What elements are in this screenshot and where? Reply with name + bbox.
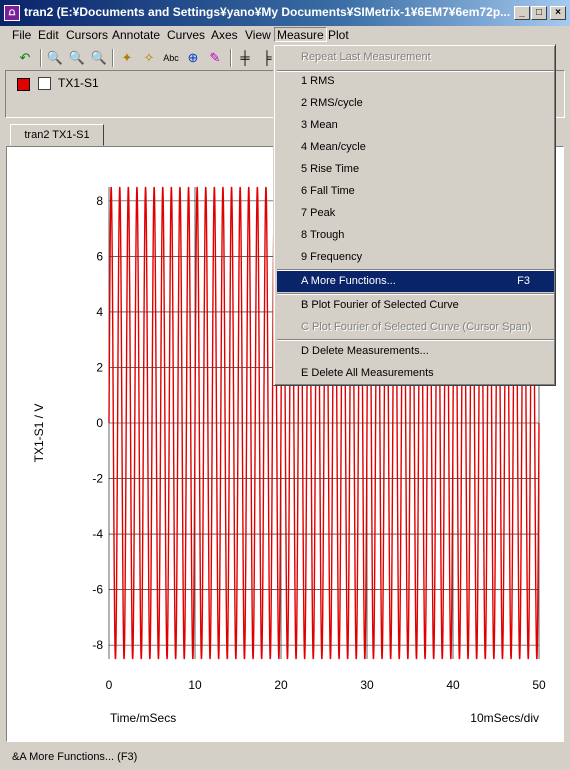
curve-legend-label: TX1-S1 (58, 76, 99, 90)
y-tick-label: 2 (96, 360, 103, 374)
menu-item-peak[interactable]: 7 Peak (301, 207, 336, 219)
menu-item-more-functions-label: A More Functions... (301, 275, 396, 287)
toolbar-separator (112, 49, 114, 67)
title-bar: ⩍ tran2 (E:¥Documents and Settings¥yano¥… (0, 0, 570, 26)
axes-split-icon[interactable]: ╞ (262, 50, 272, 65)
menu-item-plot-fourier-cursor-span[interactable]: C Plot Fourier of Selected Curve (Cursor… (301, 321, 532, 333)
zoom-out-icon[interactable]: 🔍 (68, 50, 86, 65)
y-tick-label: 6 (96, 249, 103, 263)
maximize-button[interactable]: □ (531, 6, 547, 20)
zoom-full-icon[interactable]: 🔍 (90, 50, 108, 65)
y-axis-label: TX1-S1 / V (32, 404, 46, 463)
curve-color-swatch[interactable] (17, 78, 30, 91)
axes-grid-icon[interactable]: ╪ (240, 50, 250, 65)
zoom-in-icon[interactable]: 🔍 (46, 50, 64, 65)
cursor-icon[interactable]: ✦ (121, 50, 133, 65)
menu-item-trough[interactable]: 8 Trough (301, 229, 345, 241)
toolbar: ↶ 🔍 🔍 🔍 ✦ ✧ Abc ⊕ ✎ ╪ ╞ (0, 46, 300, 70)
x-tick-label: 30 (360, 678, 374, 692)
menu-item-frequency[interactable]: 9 Frequency (301, 251, 363, 263)
menu-separator (277, 269, 554, 271)
tab-tran2[interactable]: tran2 TX1-S1 (10, 124, 104, 146)
cursor-pair-icon[interactable]: ✧ (143, 50, 155, 65)
menu-item-more-functions-shortcut: F3 (517, 275, 530, 287)
menu-item-rms[interactable]: 1 RMS (301, 75, 335, 87)
annotate-text-icon[interactable]: Abc (163, 53, 179, 63)
crosshair-icon[interactable]: ⊕ (187, 50, 199, 65)
y-tick-label: -8 (92, 638, 103, 652)
undo-icon[interactable]: ↶ (19, 50, 31, 65)
x-tick-label: 0 (106, 678, 113, 692)
x-tick-label: 10 (188, 678, 202, 692)
menu-item-repeat-last-measurement[interactable]: Repeat Last Measurement (301, 51, 431, 63)
menu-separator (277, 339, 554, 341)
measure-dropdown-menu: Repeat Last Measurement 1 RMS 2 RMS/cycl… (273, 44, 556, 386)
menu-file[interactable]: File (12, 28, 32, 42)
menu-item-mean[interactable]: 3 Mean (301, 119, 338, 131)
menu-item-rms-cycle[interactable]: 2 RMS/cycle (301, 97, 363, 109)
menu-item-mean-cycle[interactable]: 4 Mean/cycle (301, 141, 366, 153)
menu-plot[interactable]: Plot (328, 28, 349, 42)
menu-measure[interactable]: Measure (274, 27, 327, 42)
toolbar-separator (230, 49, 232, 67)
menu-item-delete-measurements[interactable]: D Delete Measurements... (301, 345, 429, 357)
x-tick-label: 50 (532, 678, 546, 692)
menu-edit[interactable]: Edit (38, 28, 59, 42)
y-tick-label: 0 (96, 416, 103, 430)
curve-select-checkbox[interactable] (38, 77, 51, 90)
x-axis-label: Time/mSecs (110, 711, 176, 725)
menu-item-delete-all-measurements[interactable]: E Delete All Measurements (301, 367, 434, 379)
menu-cursors[interactable]: Cursors (66, 28, 109, 42)
menu-bar: File Edit Cursors Annotate Curves Axes V… (0, 26, 570, 44)
menu-item-fall-time[interactable]: 6 Fall Time (301, 185, 355, 197)
y-tick-label: -6 (92, 583, 103, 597)
scale-note: 10mSecs/div (470, 711, 539, 725)
y-tick-label: -2 (92, 472, 103, 486)
toolbar-separator (40, 49, 42, 67)
close-button[interactable]: × (550, 6, 566, 20)
menu-item-more-functions[interactable]: A More Functions... F3 (277, 271, 554, 292)
status-bar: &A More Functions... (F3) (0, 744, 570, 770)
minimize-button[interactable]: _ (514, 6, 530, 20)
curve-edit-icon[interactable]: ✎ (209, 50, 221, 65)
menu-separator (277, 70, 554, 72)
waveform-series-0[interactable] (108, 186, 540, 660)
y-tick-label: 4 (96, 305, 103, 319)
menu-separator (277, 293, 554, 295)
menu-curves[interactable]: Curves (167, 28, 206, 42)
x-tick-label: 40 (446, 678, 460, 692)
y-tick-label: 8 (96, 194, 103, 208)
menu-item-plot-fourier[interactable]: B Plot Fourier of Selected Curve (301, 299, 459, 311)
y-tick-label: -4 (92, 527, 103, 541)
simetrix-app-icon[interactable]: ⩍ (4, 5, 20, 21)
x-tick-label: 20 (274, 678, 288, 692)
menu-annotate[interactable]: Annotate (112, 28, 161, 42)
window-title: tran2 (E:¥Documents and Settings¥yano¥My… (24, 5, 511, 19)
status-text: &A More Functions... (F3) (12, 751, 138, 763)
menu-view[interactable]: View (245, 28, 271, 42)
menu-item-rise-time[interactable]: 5 Rise Time (301, 163, 360, 175)
menu-axes[interactable]: Axes (211, 28, 238, 42)
